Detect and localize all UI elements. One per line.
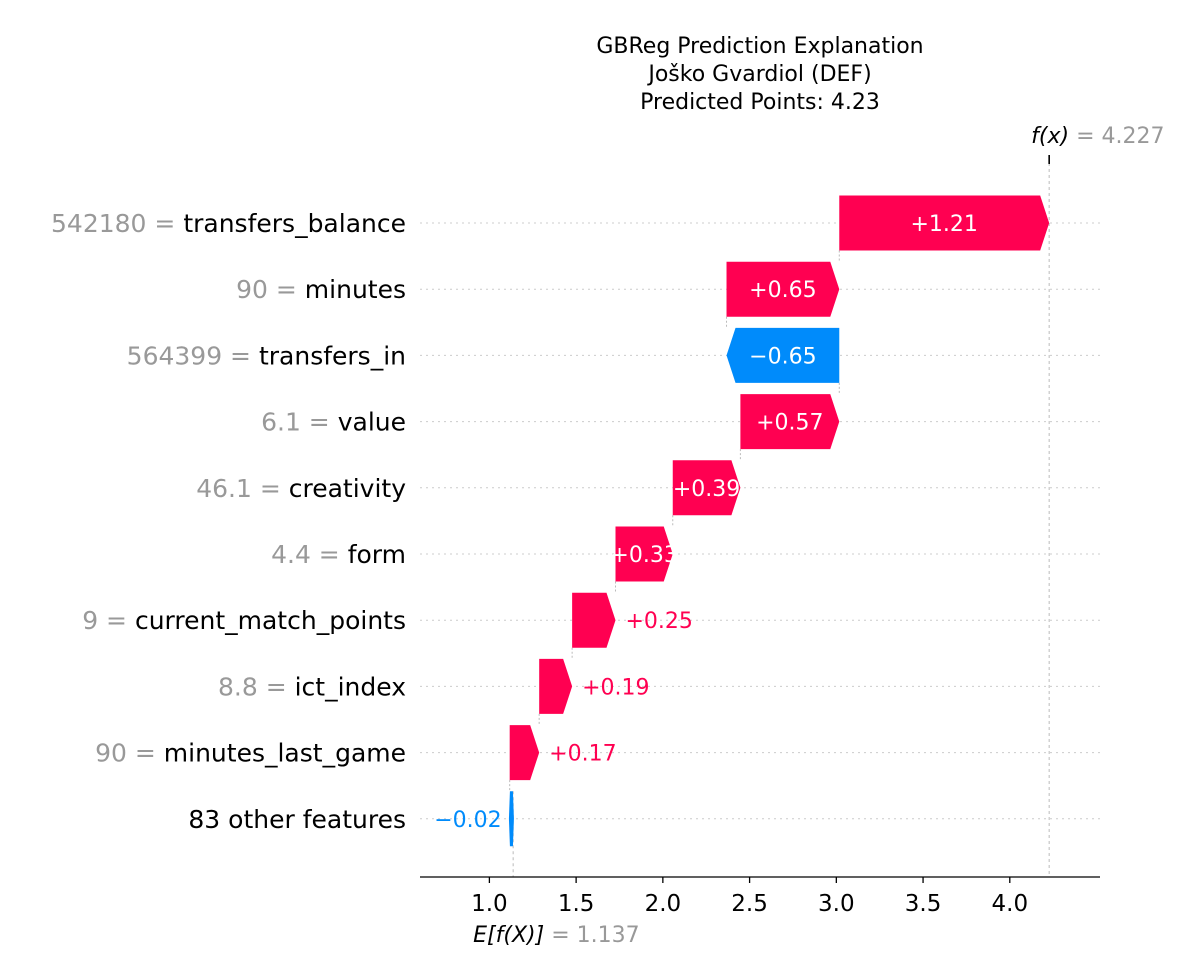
feature-name: form [348, 540, 406, 569]
bar-transfers_balance [839, 195, 1050, 251]
feature-name: current_match_points [135, 606, 406, 635]
feature-name: ict_index [295, 672, 406, 701]
title-line-2: Joško Gvardiol (DEF) [646, 62, 871, 87]
feature-value: 46.1 = [196, 474, 289, 503]
value-annotations: f(x) = 4.227 E[f(X)] = 1.137 [473, 124, 1164, 948]
output-value-label: f(x) = 4.227 [1031, 124, 1164, 149]
output-func: f(x) [1031, 124, 1076, 149]
feature-name: minutes_last_game [164, 739, 406, 768]
feature-value: 8.8 = [218, 672, 295, 701]
feature-name: transfers_balance [183, 209, 406, 238]
bar-current_match_points [572, 592, 616, 648]
bar-value-label: −0.65 [749, 344, 816, 369]
chart-title: GBReg Prediction Explanation Joško Gvard… [596, 34, 923, 115]
bar-value-label: +0.65 [749, 278, 816, 303]
feature-value: 542180 = [51, 209, 183, 238]
feature-name: value [338, 408, 406, 437]
feature-name: transfers_in [259, 341, 406, 370]
x-tick-label: 2.5 [731, 891, 768, 917]
feature-value: 6.1 = [261, 408, 338, 437]
feature-label: 90 = minutes_last_game [95, 739, 406, 768]
bar-value-label: +0.33 [610, 543, 677, 568]
feature-label: 46.1 = creativity [196, 474, 406, 503]
feature-labels: 542180 = transfers_balance 90 = minutes 56… [51, 209, 406, 834]
x-tick-label: 3.5 [905, 891, 942, 917]
feature-label: 83 other features [188, 805, 406, 834]
base-value-label: E[f(X)] = 1.137 [473, 923, 639, 948]
title-line-3: Predicted Points: 4.23 [640, 90, 880, 115]
feature-label: 8.8 = ict_index [218, 672, 406, 701]
bar-minutes_last_game [509, 725, 540, 781]
bar-value-label: +0.39 [673, 477, 740, 502]
bar-83-other-features [508, 791, 514, 847]
feature-value: 9 = [82, 606, 135, 635]
x-tick-label: 3.0 [818, 891, 855, 917]
bar-minutes [726, 261, 840, 317]
feature-value: 4.4 = [271, 540, 348, 569]
feature-value: 564399 = [127, 341, 259, 370]
x-axis: 1.0 1.5 2.0 2.5 3.0 3.5 4.0 [420, 876, 1100, 917]
feature-label: 542180 = transfers_balance [51, 209, 406, 238]
output-value: = 4.227 [1076, 124, 1164, 149]
bar-value [740, 394, 840, 450]
bar-value-label: +0.17 [549, 742, 616, 767]
feature-label: 6.1 = value [261, 408, 406, 437]
feature-name: 83 other features [188, 805, 406, 834]
base-value: = 1.137 [551, 923, 639, 948]
bar-value-label: +1.21 [911, 212, 978, 237]
feature-label: 9 = current_match_points [82, 606, 406, 635]
x-tick-label: 1.5 [558, 891, 595, 917]
x-tick-label: 1.0 [471, 891, 508, 917]
bar-value-label: −0.02 [434, 808, 501, 833]
feature-name: minutes [305, 275, 406, 304]
title-line-1: GBReg Prediction Explanation [596, 34, 923, 59]
feature-value: 90 = [236, 275, 305, 304]
bar-form [615, 526, 673, 582]
bar-value-label: +0.25 [626, 609, 693, 634]
feature-value: 90 = [95, 739, 164, 768]
bar-value-label: +0.57 [756, 411, 823, 436]
x-tick-label: 2.0 [645, 891, 682, 917]
feature-label: 90 = minutes [236, 275, 406, 304]
x-tick-label: 4.0 [992, 891, 1029, 917]
bar-transfers_in [726, 327, 840, 383]
feature-label: 4.4 = form [271, 540, 406, 569]
bar-creativity [672, 460, 741, 516]
base-func: E[f(X)] [473, 923, 551, 948]
bar-ict_index [539, 658, 573, 714]
bars-layer: +1.21 +0.65 −0.65 +0.57 +0.39 +0.33 +0.25 +0.19… [434, 195, 1050, 847]
feature-label: 564399 = transfers_in [127, 341, 406, 370]
bar-value-label: +0.19 [582, 675, 649, 700]
feature-name: creativity [289, 474, 406, 503]
